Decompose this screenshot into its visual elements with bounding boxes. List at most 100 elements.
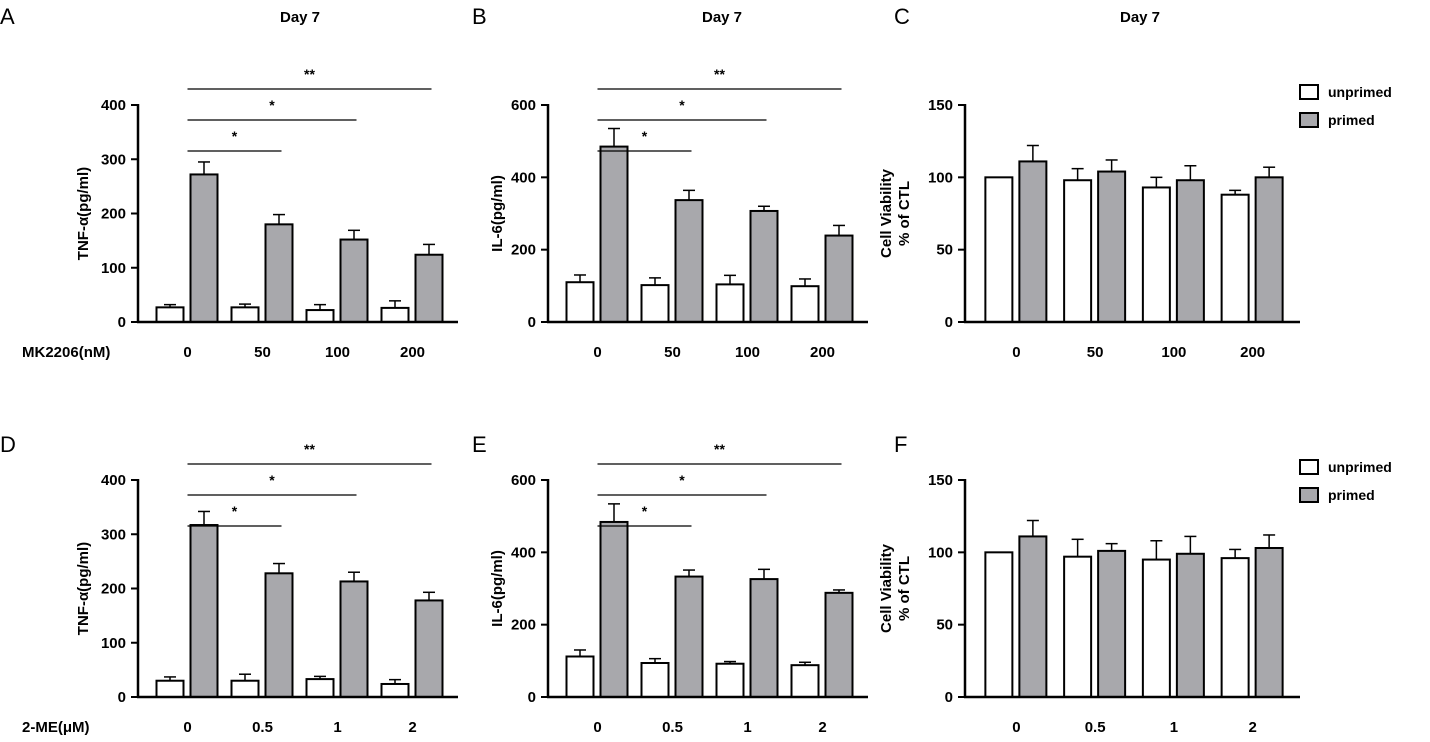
panel-d-ytick-label: 0 [118, 689, 126, 706]
panel-a-bar-primed [189, 173, 219, 323]
panel-a-ytick-label: 0 [118, 314, 126, 331]
panel-f-bar-unprimed [1141, 558, 1171, 698]
panel-c-ylabel: Cell Viability [878, 168, 895, 258]
panel-d-label: D [0, 432, 16, 457]
panel-c-title: Day 7 [1120, 9, 1160, 26]
panel-a-sig-label: * [269, 97, 275, 113]
panel-c-xtick-label: 200 [1240, 344, 1265, 361]
panel-a-bar-unprimed [155, 306, 185, 324]
panel-d-x-title: 2-ME(μM) [22, 719, 90, 736]
panel-b-bar-unprimed [715, 283, 745, 323]
panel-b-bar-unprimed [640, 284, 670, 323]
panel-a-sig-label: * [232, 128, 238, 144]
panel-a-ylabel: TNF-α(pg/ml) [75, 167, 92, 260]
panel-a-bar-primed [414, 253, 444, 323]
panel-b-xtick-label: 200 [810, 344, 835, 361]
panel-c-xtick-label: 50 [1087, 344, 1104, 361]
panel-f-bar-primed [1018, 535, 1048, 698]
panel-e-xtick-label: 0.5 [662, 719, 683, 736]
panel-f-ylabel: Cell Viability [878, 543, 895, 633]
panel-e-sig-label: * [642, 503, 648, 519]
panel-a-x-title: MK2206(nM) [22, 344, 110, 361]
panel-c-ytick-label: 100 [928, 169, 953, 186]
panel-b-label: B [472, 4, 487, 29]
panel-b-xtick-label: 50 [664, 344, 681, 361]
panel-c-bar-unprimed [984, 176, 1014, 323]
panel-e-ylabel: IL-6(pg/ml) [489, 550, 506, 627]
panel-f-bar-primed [1097, 549, 1127, 698]
panel-c-ylabel: % of CTL [896, 181, 913, 246]
panel-a-bar-primed [339, 238, 369, 323]
panel-d-xtick-label: 2 [408, 719, 416, 736]
panel-a-bar-unprimed [305, 309, 335, 324]
panel-b-bar-unprimed [565, 281, 595, 324]
panel-e-sig-label: ** [714, 441, 725, 457]
panel-f-legend-label-primed: primed [1328, 487, 1375, 503]
panel-d-bar-unprimed [380, 682, 410, 698]
panel-c-ytick-label: 50 [936, 242, 953, 259]
panel-c-legend-swatch-unprimed [1299, 84, 1319, 100]
panel-b-sig-label: ** [714, 66, 725, 82]
panel-c-bar-primed [1175, 179, 1205, 323]
panel-c-legend-label-primed: primed [1328, 112, 1375, 128]
panel-f-ylabel: % of CTL [896, 556, 913, 621]
panel-d-sig-label: * [232, 503, 238, 519]
panel-d-sig-label: * [269, 472, 275, 488]
panel-f-ytick-label: 50 [936, 617, 953, 634]
panel-d-bar-unprimed [305, 678, 335, 698]
panel-b-title: Day 7 [702, 9, 742, 26]
panel-f-legend-swatch-unprimed [1299, 459, 1319, 475]
panel-e-bar-primed [824, 591, 854, 699]
panel-d-xtick-label: 0 [183, 719, 191, 736]
panel-c-bar-primed [1254, 176, 1284, 323]
panel-d-sig-label: ** [304, 441, 315, 457]
panel-f-bar-unprimed [984, 551, 1014, 698]
panel-b-bar-primed [599, 145, 629, 323]
panel-e-sig-label: * [679, 472, 685, 488]
panel-d-bar-primed [189, 524, 219, 699]
panel-e-ytick-label: 200 [511, 617, 536, 634]
panel-e-bar-primed [599, 520, 629, 698]
panel-b-bar-unprimed [790, 285, 820, 324]
panel-f-label: F [894, 432, 907, 457]
panel-f-xtick-label: 1 [1170, 719, 1178, 736]
panel-d-xtick-label: 1 [333, 719, 341, 736]
panel-b-bar-primed [824, 234, 854, 323]
panel-d-ytick-label: 400 [101, 472, 126, 489]
panel-b-ytick-label: 400 [511, 169, 536, 186]
panel-b-ytick-label: 600 [511, 97, 536, 114]
panel-f-bar-unprimed [1220, 557, 1250, 698]
panel-c-xtick-label: 0 [1012, 344, 1020, 361]
panel-a-ytick-label: 200 [101, 206, 126, 223]
panel-d-ytick-label: 200 [101, 581, 126, 598]
panel-b-sig-label: * [642, 128, 648, 144]
panel-c-bar-unprimed [1141, 186, 1171, 323]
panel-f-legend-swatch-primed [1299, 487, 1319, 503]
panel-c-bar-primed [1018, 160, 1048, 323]
panel-a-xtick-label: 0 [183, 344, 191, 361]
panel-e-ytick-label: 600 [511, 472, 536, 489]
panel-a-xtick-label: 50 [254, 344, 271, 361]
panel-e-xtick-label: 2 [818, 719, 826, 736]
panel-e-bar-primed [749, 578, 779, 699]
panel-a-bar-unprimed [380, 306, 410, 323]
panel-a-ytick-label: 400 [101, 97, 126, 114]
panel-e-xtick-label: 1 [743, 719, 751, 736]
panel-d-bar-unprimed [155, 679, 185, 698]
panel-e-xtick-label: 0 [593, 719, 601, 736]
panel-c-bar-primed [1097, 170, 1127, 323]
panel-a-title: Day 7 [280, 9, 320, 26]
panel-a-bar-primed [264, 223, 294, 324]
panel-d-ylabel: TNF-α(pg/ml) [75, 542, 92, 635]
panel-f-bar-primed [1254, 546, 1284, 699]
panel-e-bar-unprimed [790, 664, 820, 699]
panel-c-bar-unprimed [1220, 193, 1250, 323]
panel-b-bar-primed [674, 199, 704, 323]
panel-a-ytick-label: 100 [101, 260, 126, 277]
panel-c-xtick-label: 100 [1161, 344, 1186, 361]
panel-d-xtick-label: 0.5 [252, 719, 273, 736]
panel-f-xtick-label: 0.5 [1085, 719, 1106, 736]
panel-d-bar-primed [339, 580, 369, 699]
